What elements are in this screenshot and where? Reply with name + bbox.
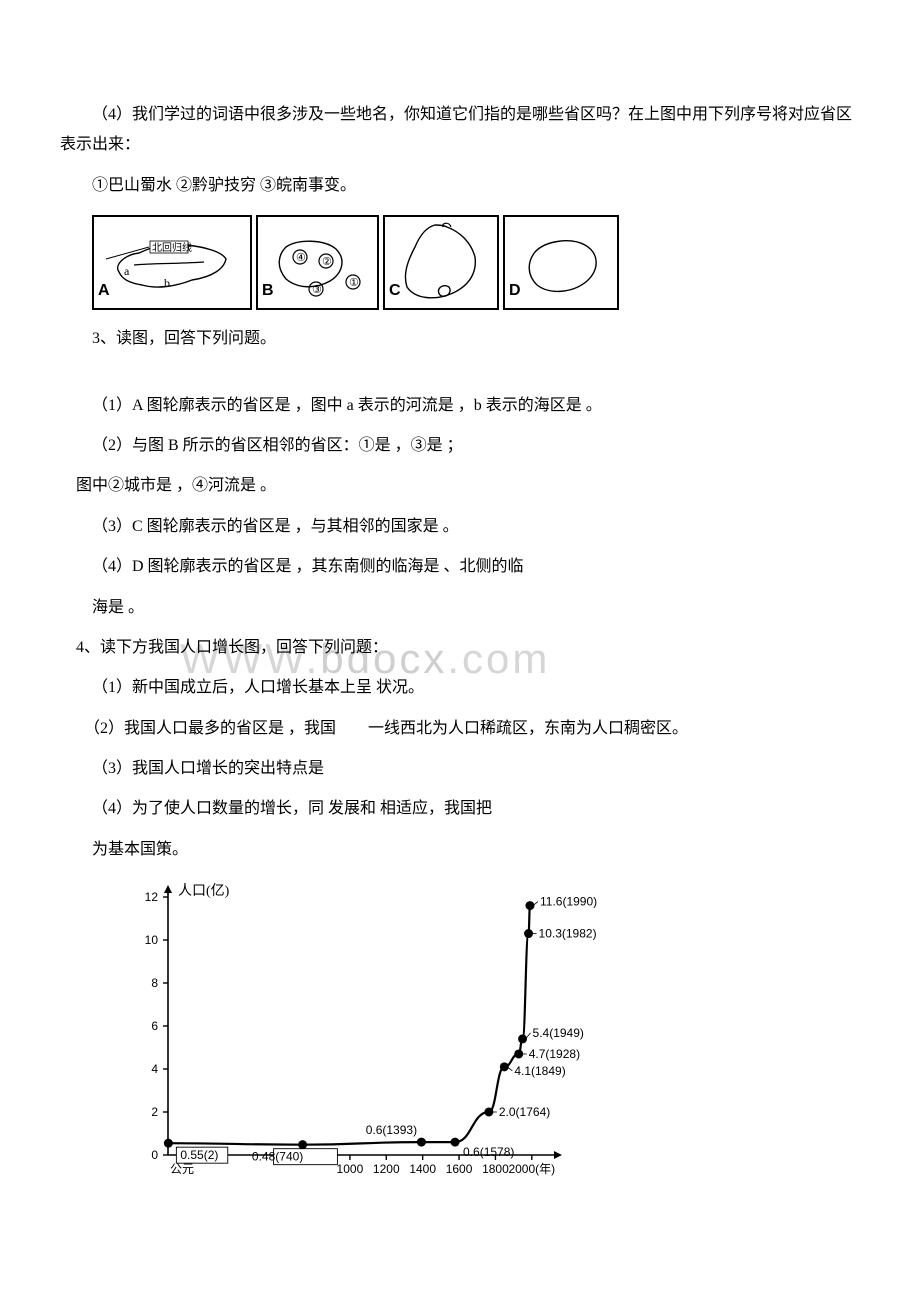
q4-title: 4、读下方我国人口增长图，回答下列问题： (60, 633, 860, 663)
q4-4: （4）为了使人口数量的增长，同 发展和 相适应，我国把 (60, 794, 860, 824)
q3-title: 3、读图，回答下列问题。 (60, 324, 860, 354)
box-b-label: B (262, 276, 274, 306)
svg-text:6: 6 (151, 1019, 158, 1033)
svg-text:2: 2 (151, 1105, 158, 1119)
population-chart: 0 2 4 6 8 10 12 1000 1200 1400 1600 18002000(年) 人口(亿… (120, 881, 860, 1202)
q3-3: （3）C 图轮廓表示的省区是 ，与其相邻的国家是 。 (60, 512, 860, 542)
svg-text:0: 0 (151, 1148, 158, 1162)
svg-text:4.1(1849): 4.1(1849) (514, 1064, 565, 1078)
q4-4b: 为基本国策。 (60, 835, 860, 865)
sub-b: b (164, 276, 170, 290)
svg-text:4.7(1928): 4.7(1928) (529, 1047, 580, 1061)
svg-text:2.0(1764): 2.0(1764) (499, 1105, 550, 1119)
q3-1: （1）A 图轮廓表示的省区是 ，图中 a 表示的河流是 ，b 表示的海区是 。 (60, 391, 860, 421)
svg-text:公元: 公元 (170, 1162, 194, 1176)
svg-text:12: 12 (145, 890, 159, 904)
province-outline-row: 北回归线 a b A ① ② ③ ④ B (92, 215, 860, 310)
q4-2: （2）我国人口最多的省区是 ，我国 一线西北为人口稀疏区，东南为人口稠密区。 (60, 714, 860, 744)
svg-text:8: 8 (151, 976, 158, 990)
province-box-c: C (383, 215, 499, 310)
q3-4b: 海是 。 (60, 593, 860, 623)
svg-text:人口(亿): 人口(亿) (178, 883, 230, 899)
svg-text:0.55(2): 0.55(2) (180, 1148, 218, 1162)
circ-3: ③ (312, 284, 322, 296)
province-a-svg: 北回归线 a b (94, 217, 250, 308)
svg-text:2000(年): 2000(年) (508, 1162, 555, 1176)
svg-text:1600: 1600 (446, 1162, 473, 1176)
province-box-a: 北回归线 a b A (92, 215, 252, 310)
svg-text:0.48(740): 0.48(740) (252, 1150, 303, 1164)
q3-4: （4）D 图轮廓表示的省区是 ，其东南侧的临海是 、北侧的临 (60, 552, 860, 582)
svg-text:1800: 1800 (482, 1162, 509, 1176)
svg-text:4: 4 (151, 1062, 158, 1076)
province-c-svg (385, 217, 497, 308)
sub-a: a (124, 264, 130, 278)
circ-1: ① (349, 277, 359, 289)
svg-text:11.6(1990): 11.6(1990) (540, 895, 597, 909)
svg-text:10: 10 (145, 933, 159, 947)
circ-2: ② (322, 256, 332, 268)
svg-text:1000: 1000 (337, 1162, 364, 1176)
province-d-svg (505, 217, 617, 308)
q3-2: （2）与图 B 所示的省区相邻的省区：①是 ，③是 ； (60, 431, 860, 461)
province-box-d: D (503, 215, 619, 310)
box-d-label: D (509, 276, 521, 306)
q4-intro: （4）我们学过的词语中很多涉及一些地名，你知道它们指的是哪些省区吗？在上图中用下… (60, 100, 860, 161)
svg-text:10.3(1982): 10.3(1982) (539, 927, 597, 941)
svg-text:1200: 1200 (373, 1162, 400, 1176)
svg-text:5.4(1949): 5.4(1949) (533, 1026, 584, 1040)
tropic-label: 北回归线 (152, 241, 192, 254)
q4-3: （3）我国人口增长的突出特点是 (60, 754, 860, 784)
q3-2b: 图中②城市是 ，④河流是 。 (60, 471, 860, 501)
q4-list: ①巴山蜀水 ②黔驴技穷 ③皖南事变。 (60, 171, 860, 201)
svg-text:1400: 1400 (409, 1162, 436, 1176)
population-chart-svg: 0 2 4 6 8 10 12 1000 1200 1400 1600 18002000(年) 人口(亿… (120, 881, 640, 1191)
q4-1: （1）新中国成立后，人口增长基本上呈 状况。 (60, 673, 860, 703)
province-box-b: ① ② ③ ④ B (256, 215, 379, 310)
svg-text:0.6(1578): 0.6(1578) (463, 1145, 514, 1159)
circ-4: ④ (296, 252, 306, 264)
svg-text:0.6(1393): 0.6(1393) (366, 1123, 417, 1137)
box-a-label: A (98, 276, 110, 306)
box-c-label: C (389, 276, 401, 306)
province-b-svg: ① ② ③ ④ (258, 217, 377, 308)
